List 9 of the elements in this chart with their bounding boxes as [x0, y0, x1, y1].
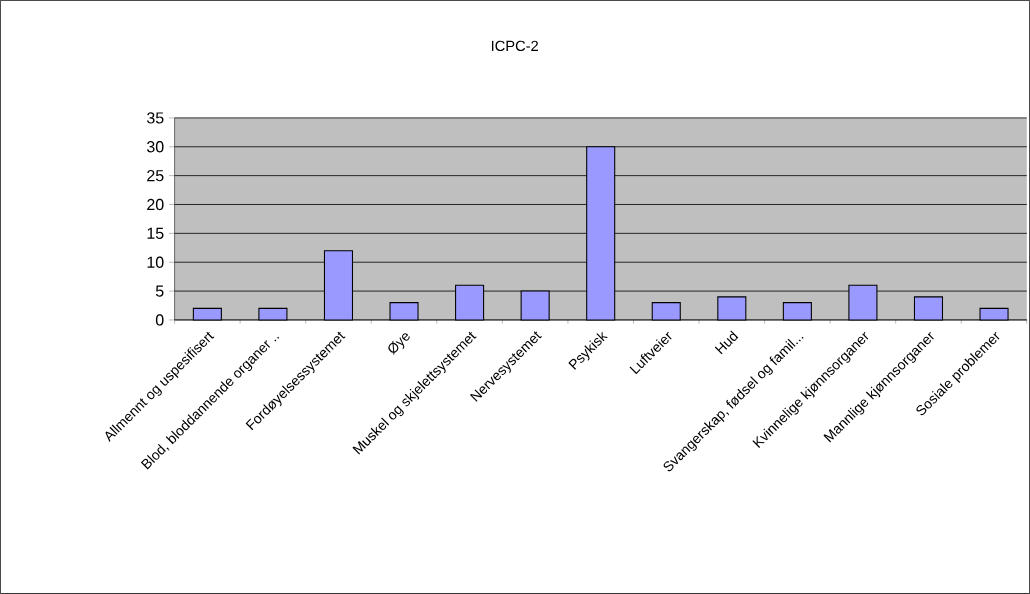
- y-tick-label: 25: [147, 170, 164, 182]
- y-tick-label: 20: [147, 198, 164, 211]
- y-tick-label: 10: [147, 256, 164, 268]
- y-tick-label: 15: [147, 227, 164, 239]
- y-tick-label: 0: [155, 314, 164, 326]
- y-tick-label: 30: [146, 141, 164, 153]
- y-tick-label: 5: [155, 285, 164, 297]
- y-tick-label: 35: [146, 112, 164, 124]
- chart-title: ICPC-2: [491, 40, 538, 52]
